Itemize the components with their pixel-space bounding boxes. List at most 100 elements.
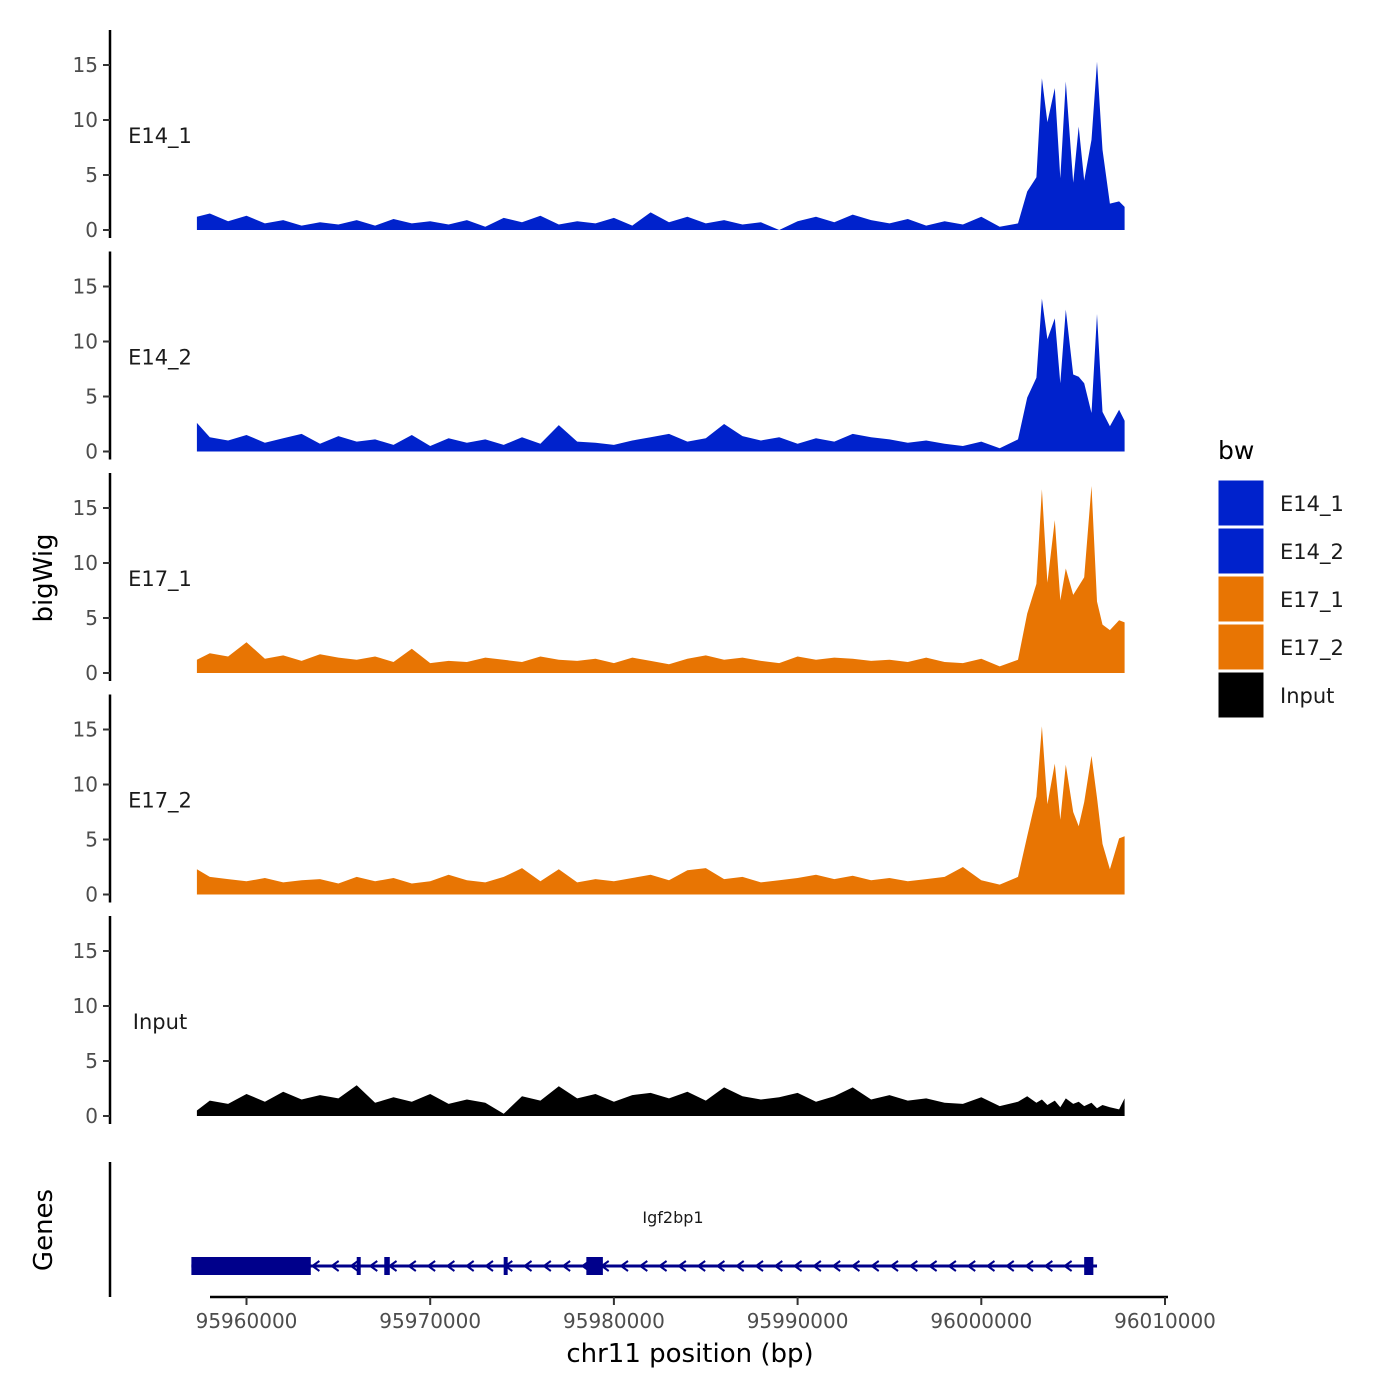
y-tick-label: 10 <box>73 994 98 1018</box>
strand-arrow <box>561 1260 571 1272</box>
x-axis: 95960000 95970000 95980000 95990000 96000000… <box>196 1295 1216 1333</box>
x-tick-label: 95980000 <box>563 1309 665 1333</box>
track-label-E14_1: E14_1 <box>128 124 192 149</box>
x-tick-label: 95970000 <box>379 1309 481 1333</box>
legend: bw E14_1 E14_2 E17_1 E17_2 Input <box>1217 436 1344 719</box>
x-tick-label: 96010000 <box>1114 1309 1216 1333</box>
strand-arrow <box>754 1260 764 1272</box>
y-tick-label: 0 <box>85 883 98 907</box>
gene-track-panel: Genes Igf2bp1 <box>29 1162 1098 1297</box>
y-tick-label: 0 <box>85 661 98 685</box>
y-tick-label: 5 <box>85 163 98 187</box>
strand-arrow <box>329 1260 340 1272</box>
y-tick-label: 0 <box>85 218 98 242</box>
x-tick-label: 96000000 <box>930 1309 1032 1333</box>
strand-arrow <box>310 1260 320 1272</box>
signal-tracks: 0 5 10 15 E14_1 0 5 10 15 E14_2 0 5 10 15 E17_1 0 5 10 15 E… <box>73 30 1125 1128</box>
track-label-E17_2: E17_2 <box>128 789 192 814</box>
track-E17_2: 0 5 10 15 E17_2 <box>73 694 1125 907</box>
y-tick-label: 15 <box>73 718 98 742</box>
strand-arrow <box>985 1260 996 1272</box>
legend-swatch-E17_2 <box>1217 623 1265 671</box>
track-E17_1: 0 5 10 15 E17_1 <box>73 473 1125 685</box>
strand-arrow <box>870 1260 880 1272</box>
legend-label-E17_1: E17_1 <box>1280 588 1344 613</box>
strand-arrow <box>619 1260 629 1272</box>
x-tick-label: 95990000 <box>747 1309 849 1333</box>
y-tick-label: 5 <box>85 606 98 630</box>
strand-arrow <box>735 1260 745 1272</box>
y-axis-title: bigWig <box>29 533 59 622</box>
strand-arrow <box>464 1260 475 1272</box>
gene-exon <box>191 1257 311 1275</box>
strand-arrow <box>1062 1260 1073 1272</box>
legend-swatch-E17_1 <box>1217 575 1265 623</box>
signal-area-Input <box>196 1085 1125 1116</box>
strand-arrow <box>542 1260 552 1272</box>
track-label-E14_2: E14_2 <box>128 346 192 371</box>
track-label-Input: Input <box>133 1010 187 1034</box>
gene-exon <box>356 1257 361 1275</box>
legend-swatch-E14_1 <box>1217 479 1265 527</box>
strand-arrow <box>696 1260 706 1272</box>
track-label-E17_1: E17_1 <box>128 567 192 592</box>
strand-arrow <box>831 1260 841 1272</box>
track-E14_1: 0 5 10 15 E14_1 <box>73 30 1125 242</box>
x-tick-label: 95960000 <box>196 1309 298 1333</box>
y-tick-label: 10 <box>73 108 98 132</box>
y-tick-label: 15 <box>73 275 98 299</box>
strand-arrow <box>1043 1260 1053 1272</box>
gene-name-label: Igf2bp1 <box>642 1208 703 1227</box>
strand-arrow <box>368 1260 378 1272</box>
strand-arrow <box>677 1260 687 1272</box>
gene-track-title: Genes <box>29 1189 59 1271</box>
strand-arrow <box>1024 1260 1034 1272</box>
strand-arrow <box>947 1260 957 1272</box>
y-tick-label: 15 <box>73 939 98 963</box>
y-tick-label: 5 <box>85 828 98 852</box>
strand-arrow <box>850 1260 861 1272</box>
y-tick-label: 15 <box>73 53 98 77</box>
gene-model-igf2bp1 <box>191 1257 1098 1275</box>
gene-exon <box>586 1257 603 1275</box>
y-tick-label: 0 <box>85 1104 98 1128</box>
strand-arrow <box>657 1260 668 1272</box>
y-tick-label: 10 <box>73 330 98 354</box>
track-Input: 0 5 10 15 Input <box>73 916 1125 1128</box>
gene-exon <box>503 1257 508 1275</box>
x-axis-title: chr11 position (bp) <box>566 1339 813 1369</box>
strand-arrow <box>638 1260 648 1272</box>
strand-arrow <box>927 1260 938 1272</box>
y-tick-label: 10 <box>73 773 98 797</box>
strand-arrow <box>349 1260 359 1272</box>
legend-label-Input: Input <box>1280 684 1334 708</box>
legend-label-E14_1: E14_1 <box>1280 492 1344 517</box>
legend-label-E17_2: E17_2 <box>1280 636 1344 661</box>
signal-area-E17_2 <box>196 726 1125 895</box>
strand-arrow <box>792 1260 803 1272</box>
strand-arrow <box>966 1260 976 1272</box>
y-tick-label: 5 <box>85 385 98 409</box>
gene-exon <box>1084 1257 1094 1275</box>
legend-title: bw <box>1218 436 1254 465</box>
legend-swatch-E14_2 <box>1217 527 1265 575</box>
y-tick-label: 15 <box>73 496 98 520</box>
signal-area-E14_1 <box>196 61 1125 231</box>
strand-arrow <box>445 1260 455 1272</box>
signal-area-E17_1 <box>196 486 1125 673</box>
strand-arrow <box>715 1260 726 1272</box>
legend-label-E14_2: E14_2 <box>1280 540 1344 565</box>
signal-area-E14_2 <box>196 298 1125 452</box>
y-tick-label: 10 <box>73 551 98 575</box>
y-tick-label: 5 <box>85 1049 98 1073</box>
strand-arrow <box>407 1260 417 1272</box>
strand-arrow <box>484 1260 494 1272</box>
y-tick-label: 0 <box>85 440 98 464</box>
strand-arrow <box>1005 1260 1015 1272</box>
gene-exon <box>384 1257 390 1275</box>
strand-arrow <box>889 1260 899 1272</box>
track-E14_2: 0 5 10 15 E14_2 <box>73 251 1125 464</box>
strand-arrow <box>426 1260 436 1272</box>
strand-arrow <box>908 1260 918 1272</box>
